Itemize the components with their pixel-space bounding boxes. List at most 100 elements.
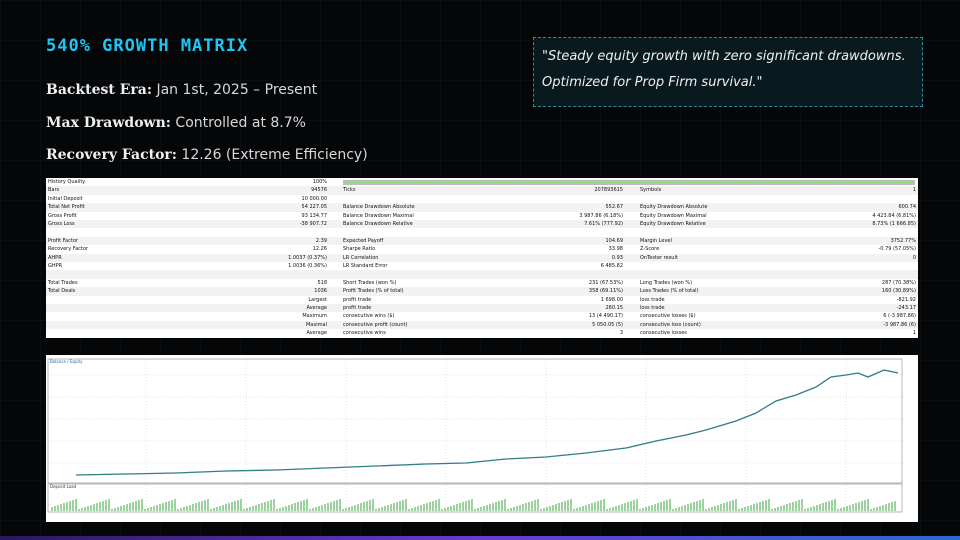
report-row: Largest profit trade 1 698.00 loss trade -82…: [46, 296, 918, 304]
fact-text: 12.26 (Extreme Efficiency): [181, 147, 368, 163]
report-cell: Total Deals: [48, 288, 76, 295]
report-cell: Z-Score: [640, 246, 660, 253]
report-cell: 5 050.05 (5): [592, 321, 623, 328]
report-cell: Equity Drawdown Relative: [640, 221, 706, 227]
deposit-load-bars: [51, 499, 896, 511]
report-row: Gross Loss -38 907.72 Balance Drawdown Rel…: [46, 220, 918, 229]
report-row: [46, 228, 918, 236]
report-cell: 1.0036 (0.36%): [288, 263, 327, 269]
fact: Recovery Factor: 12.26 (Extreme Efficien…: [46, 147, 368, 163]
report-cell: Ticks: [343, 187, 356, 194]
report-cell: 2.39: [315, 237, 327, 244]
report-cell: consecutive profit (count): [343, 321, 408, 328]
report-cell: Bars: [48, 187, 60, 194]
report-cell: Balance Drawdown Relative: [343, 221, 413, 227]
report-cell: Short Trades (won %): [343, 279, 397, 286]
report-cell: History Quality: [48, 179, 86, 185]
report-cell: 6 (-3 987.86): [883, 313, 916, 320]
report-cell: consecutive losses ($): [640, 313, 696, 320]
report-cell: 160 (30.89%): [881, 288, 916, 295]
quality-bar: [343, 179, 915, 185]
report-cell: Initial Deposit: [48, 195, 83, 202]
report-cell: -243.17: [896, 305, 916, 311]
equity-curve: [75, 369, 899, 476]
report-cell: 12.26: [312, 246, 327, 253]
report-cell: loss trade: [640, 305, 665, 311]
plot-frame: [47, 358, 903, 484]
report-cell: 94576: [311, 187, 327, 194]
report-cell: 3 987.86 (6.18%): [579, 212, 623, 219]
report-cell: Loss Trades (% of total): [640, 288, 699, 295]
report-cell: 518: [317, 279, 327, 286]
report-cell: OnTester result: [640, 254, 678, 261]
fact-text: Jan 1st, 2025 – Present: [156, 82, 318, 98]
report-cell: 100%: [312, 179, 327, 185]
report-cell: Balance Drawdown Maximal: [343, 212, 414, 219]
fact-label: Recovery Factor:: [46, 147, 177, 163]
report-cell: 0: [912, 254, 916, 261]
report-cell: Sharpe Ratio: [343, 246, 376, 253]
fact-text: Controlled at 8.7%: [175, 115, 306, 131]
report-cell: Maximal: [305, 321, 327, 328]
report-cell: Equity Drawdown Absolute: [640, 204, 708, 211]
report-cell: 54 227.05: [301, 204, 327, 211]
report-cell: Balance Drawdown Absolute: [343, 204, 415, 211]
report-cell: 33.98: [608, 246, 623, 253]
report-cell: GHPR: [48, 263, 63, 269]
load-frame: [47, 483, 903, 513]
report-cell: -3 987.86 (6): [883, 321, 916, 328]
report-cell: 260.15: [605, 305, 624, 311]
chart-legend: Balance / Equity: [50, 359, 83, 364]
report-cell: 7.61% (777.92): [584, 221, 623, 227]
report-cell: Average: [306, 305, 327, 311]
report-cell: consecutive loss (count): [640, 321, 701, 328]
report-row: Profit Factor 2.39 Expected Payoff 104.69 Ma…: [46, 236, 918, 246]
report-cell: 0.93: [611, 254, 623, 261]
report-row: Recovery Factor 12.26 Sharpe Ratio 33.98 Z-S…: [46, 245, 918, 253]
report-cell: Maximum: [302, 313, 327, 320]
report-cell: profit trade: [343, 305, 372, 311]
report-cell: 1036: [314, 288, 327, 295]
report-cell: -0.79 (57.05%): [878, 246, 917, 253]
report-cell: 231 (67.53%): [588, 279, 623, 286]
report-row: Bars 94576 Ticks 207893615 Symbols 1: [46, 186, 918, 195]
report-cell: AHPR: [48, 254, 62, 261]
report-row: Maximal consecutive profit (count) 5 050.0…: [46, 320, 918, 330]
report-row: AHPR 1.0037 (0.37%) LR Correlation 0.93 OnTe…: [46, 253, 918, 262]
report-cell: 10 000.00: [301, 195, 327, 202]
report-cell: LR Correlation: [343, 254, 379, 261]
report-cell: loss trade: [640, 296, 665, 303]
report-cell: Largest: [308, 296, 327, 303]
subpanel-label: Deposit Load: [50, 484, 77, 489]
chart-grid: [48, 359, 902, 511]
fact-label: Backtest Era:: [46, 82, 153, 98]
slide-title: 540% GROWTH MATRIX: [46, 36, 249, 56]
equity-chart: Balance / Equity Deposit Load: [46, 355, 918, 522]
report-cell: 1: [912, 187, 916, 194]
report-cell: 1.0037 (0.37%): [288, 254, 327, 261]
report-row: Initial Deposit 10 000.00: [46, 195, 918, 203]
report-cell: 600.74: [898, 204, 917, 211]
report-cell: Profit Trades (% of total): [343, 288, 404, 295]
report-row: Total Deals 1036 Profit Trades (% of total…: [46, 287, 918, 296]
report-cell: Profit Factor: [48, 237, 78, 244]
report-cell: 207893615: [594, 187, 623, 194]
report-cell: profit trade: [343, 296, 372, 303]
report-cell: Average: [306, 330, 327, 337]
report-row: GHPR 1.0036 (0.36%) LR Standard Error 6 485…: [46, 262, 918, 270]
report-cell: 6 485.82: [600, 263, 623, 269]
report-cell: 104.69: [605, 237, 624, 244]
report-cell: Expected Payoff: [343, 237, 384, 244]
report-row: Total Trades 518 Short Trades (won %) 231 (…: [46, 279, 918, 287]
report-cell: -821.92: [896, 296, 916, 303]
report-cell: Recovery Factor: [48, 246, 89, 253]
report-cell: 1 698.00: [600, 296, 623, 303]
report-row: Total Net Profit 54 227.05 Balance Drawdow…: [46, 203, 918, 212]
report-cell: 287 (70.38%): [881, 279, 916, 286]
report-cell: -38 907.72: [299, 221, 327, 227]
equity-svg: Balance / Equity Deposit Load: [47, 358, 903, 513]
report-row: Gross Profit 93 134.77 Balance Drawdown Ma…: [46, 212, 918, 220]
report-row: [46, 270, 918, 279]
report-cell: 552.67: [605, 204, 624, 211]
